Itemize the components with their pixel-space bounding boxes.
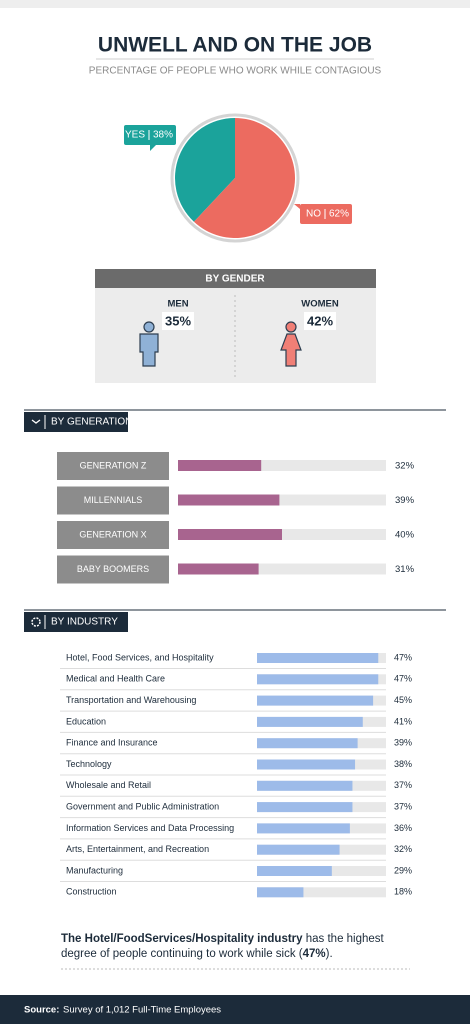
value-label: 37% [394, 801, 412, 811]
bar [257, 823, 350, 834]
chevron-icon [31, 419, 41, 424]
gender-header [95, 269, 376, 288]
category-label: Manufacturing [66, 865, 123, 875]
value-label: 31% [395, 564, 415, 575]
bar [257, 653, 379, 663]
value-label: 40% [395, 530, 415, 541]
pie-slice [175, 118, 235, 222]
source-text: Survey of 1,012 Full-Time Employees [63, 1005, 221, 1016]
chart-title: UNWELL AND ON THE JOB [98, 34, 372, 57]
bar [257, 802, 353, 813]
bar [257, 780, 353, 791]
callout-tail [294, 204, 300, 209]
value-label: 36% [394, 823, 412, 833]
bar [257, 695, 374, 706]
pie-label: YES [125, 130, 145, 141]
bar-track [257, 887, 386, 898]
note-text: ). [325, 948, 333, 960]
category-label: Education [66, 716, 106, 726]
callout [300, 204, 352, 224]
gender-label: MEN [167, 299, 188, 310]
subtitle: PERCENTAGE OF PEOPLE WHO WORK WHILE CONT… [89, 66, 382, 77]
person-body [139, 333, 159, 367]
category-label: MILLENNIALS [84, 495, 143, 505]
value-label: 47% [394, 652, 412, 662]
value-box [162, 312, 194, 330]
bar [178, 529, 282, 540]
category-label: Arts, Entertainment, and Recreation [66, 844, 209, 854]
bar [257, 759, 356, 770]
note-text: has the highest degree of people continu… [61, 933, 384, 960]
category-label: Construction [66, 887, 117, 897]
value-label: 32% [394, 844, 412, 854]
category-label: Technology [66, 759, 112, 769]
gear-icon [31, 617, 41, 627]
category-label: BABY BOOMERS [77, 564, 149, 574]
footer [0, 995, 470, 1024]
pie-slice [193, 118, 295, 238]
source-label: Source: [24, 1005, 59, 1016]
category-box [57, 486, 169, 515]
value-label: 45% [394, 695, 412, 705]
value-label: 39% [395, 495, 415, 506]
top-bar [0, 0, 470, 8]
bar [257, 887, 304, 898]
category-label: GENERATION X [79, 529, 146, 539]
gender-label: WOMEN [301, 299, 339, 310]
gender-value: 42% [307, 313, 333, 328]
bar [257, 716, 363, 727]
bar [178, 494, 280, 506]
note-bold: 47% [302, 948, 326, 960]
value-label: 47% [394, 674, 412, 684]
section-badge [24, 612, 128, 632]
section-title: BY GENERATION [51, 417, 132, 428]
section-badge [24, 412, 128, 432]
category-box [57, 521, 169, 549]
category-label: Transportation and Warehousing [66, 695, 196, 705]
bar [257, 844, 340, 855]
bar [257, 674, 379, 685]
bar [178, 460, 262, 471]
pie-value-label: 62% [329, 209, 349, 220]
category-label: Finance and Insurance [66, 738, 158, 748]
category-label: Government and Public Administration [66, 801, 219, 811]
category-label: Information Services and Data Processing [66, 823, 234, 833]
note: The Hotel/FoodServices/Hospitality indus… [61, 932, 421, 962]
pie-ring [170, 113, 300, 243]
bar [257, 738, 358, 749]
section-title: BY INDUSTRY [51, 617, 118, 628]
category-box [57, 452, 169, 480]
value-box [304, 312, 336, 330]
bar [257, 866, 332, 876]
bar-track [178, 494, 386, 506]
value-label: 39% [394, 738, 412, 748]
note-bold: The Hotel/FoodServices/Hospitality indus… [61, 933, 303, 945]
value-label: 32% [395, 461, 415, 472]
value-label: 18% [394, 887, 412, 897]
callout-tail [150, 145, 156, 151]
category-label: Wholesale and Retail [66, 780, 151, 790]
pie-label: NO [306, 209, 321, 220]
gender-value: 35% [165, 313, 191, 328]
value-label: 41% [394, 716, 412, 726]
value-label: 29% [394, 865, 412, 875]
callout [124, 125, 176, 145]
value-label: 37% [394, 780, 412, 790]
value-label: 38% [394, 759, 412, 769]
gender-title: BY GENDER [205, 274, 265, 285]
bar-track [178, 563, 386, 575]
person-head [285, 321, 297, 333]
pie-value-label: 38% [153, 130, 173, 141]
category-label: Hotel, Food Services, and Hospitality [66, 652, 214, 662]
person-body [280, 333, 302, 367]
bar-track [178, 460, 386, 471]
category-label: Medical and Health Care [66, 674, 165, 684]
person-head [143, 321, 155, 333]
category-box [57, 555, 169, 584]
bar [178, 563, 259, 575]
category-label: GENERATION Z [80, 460, 147, 470]
